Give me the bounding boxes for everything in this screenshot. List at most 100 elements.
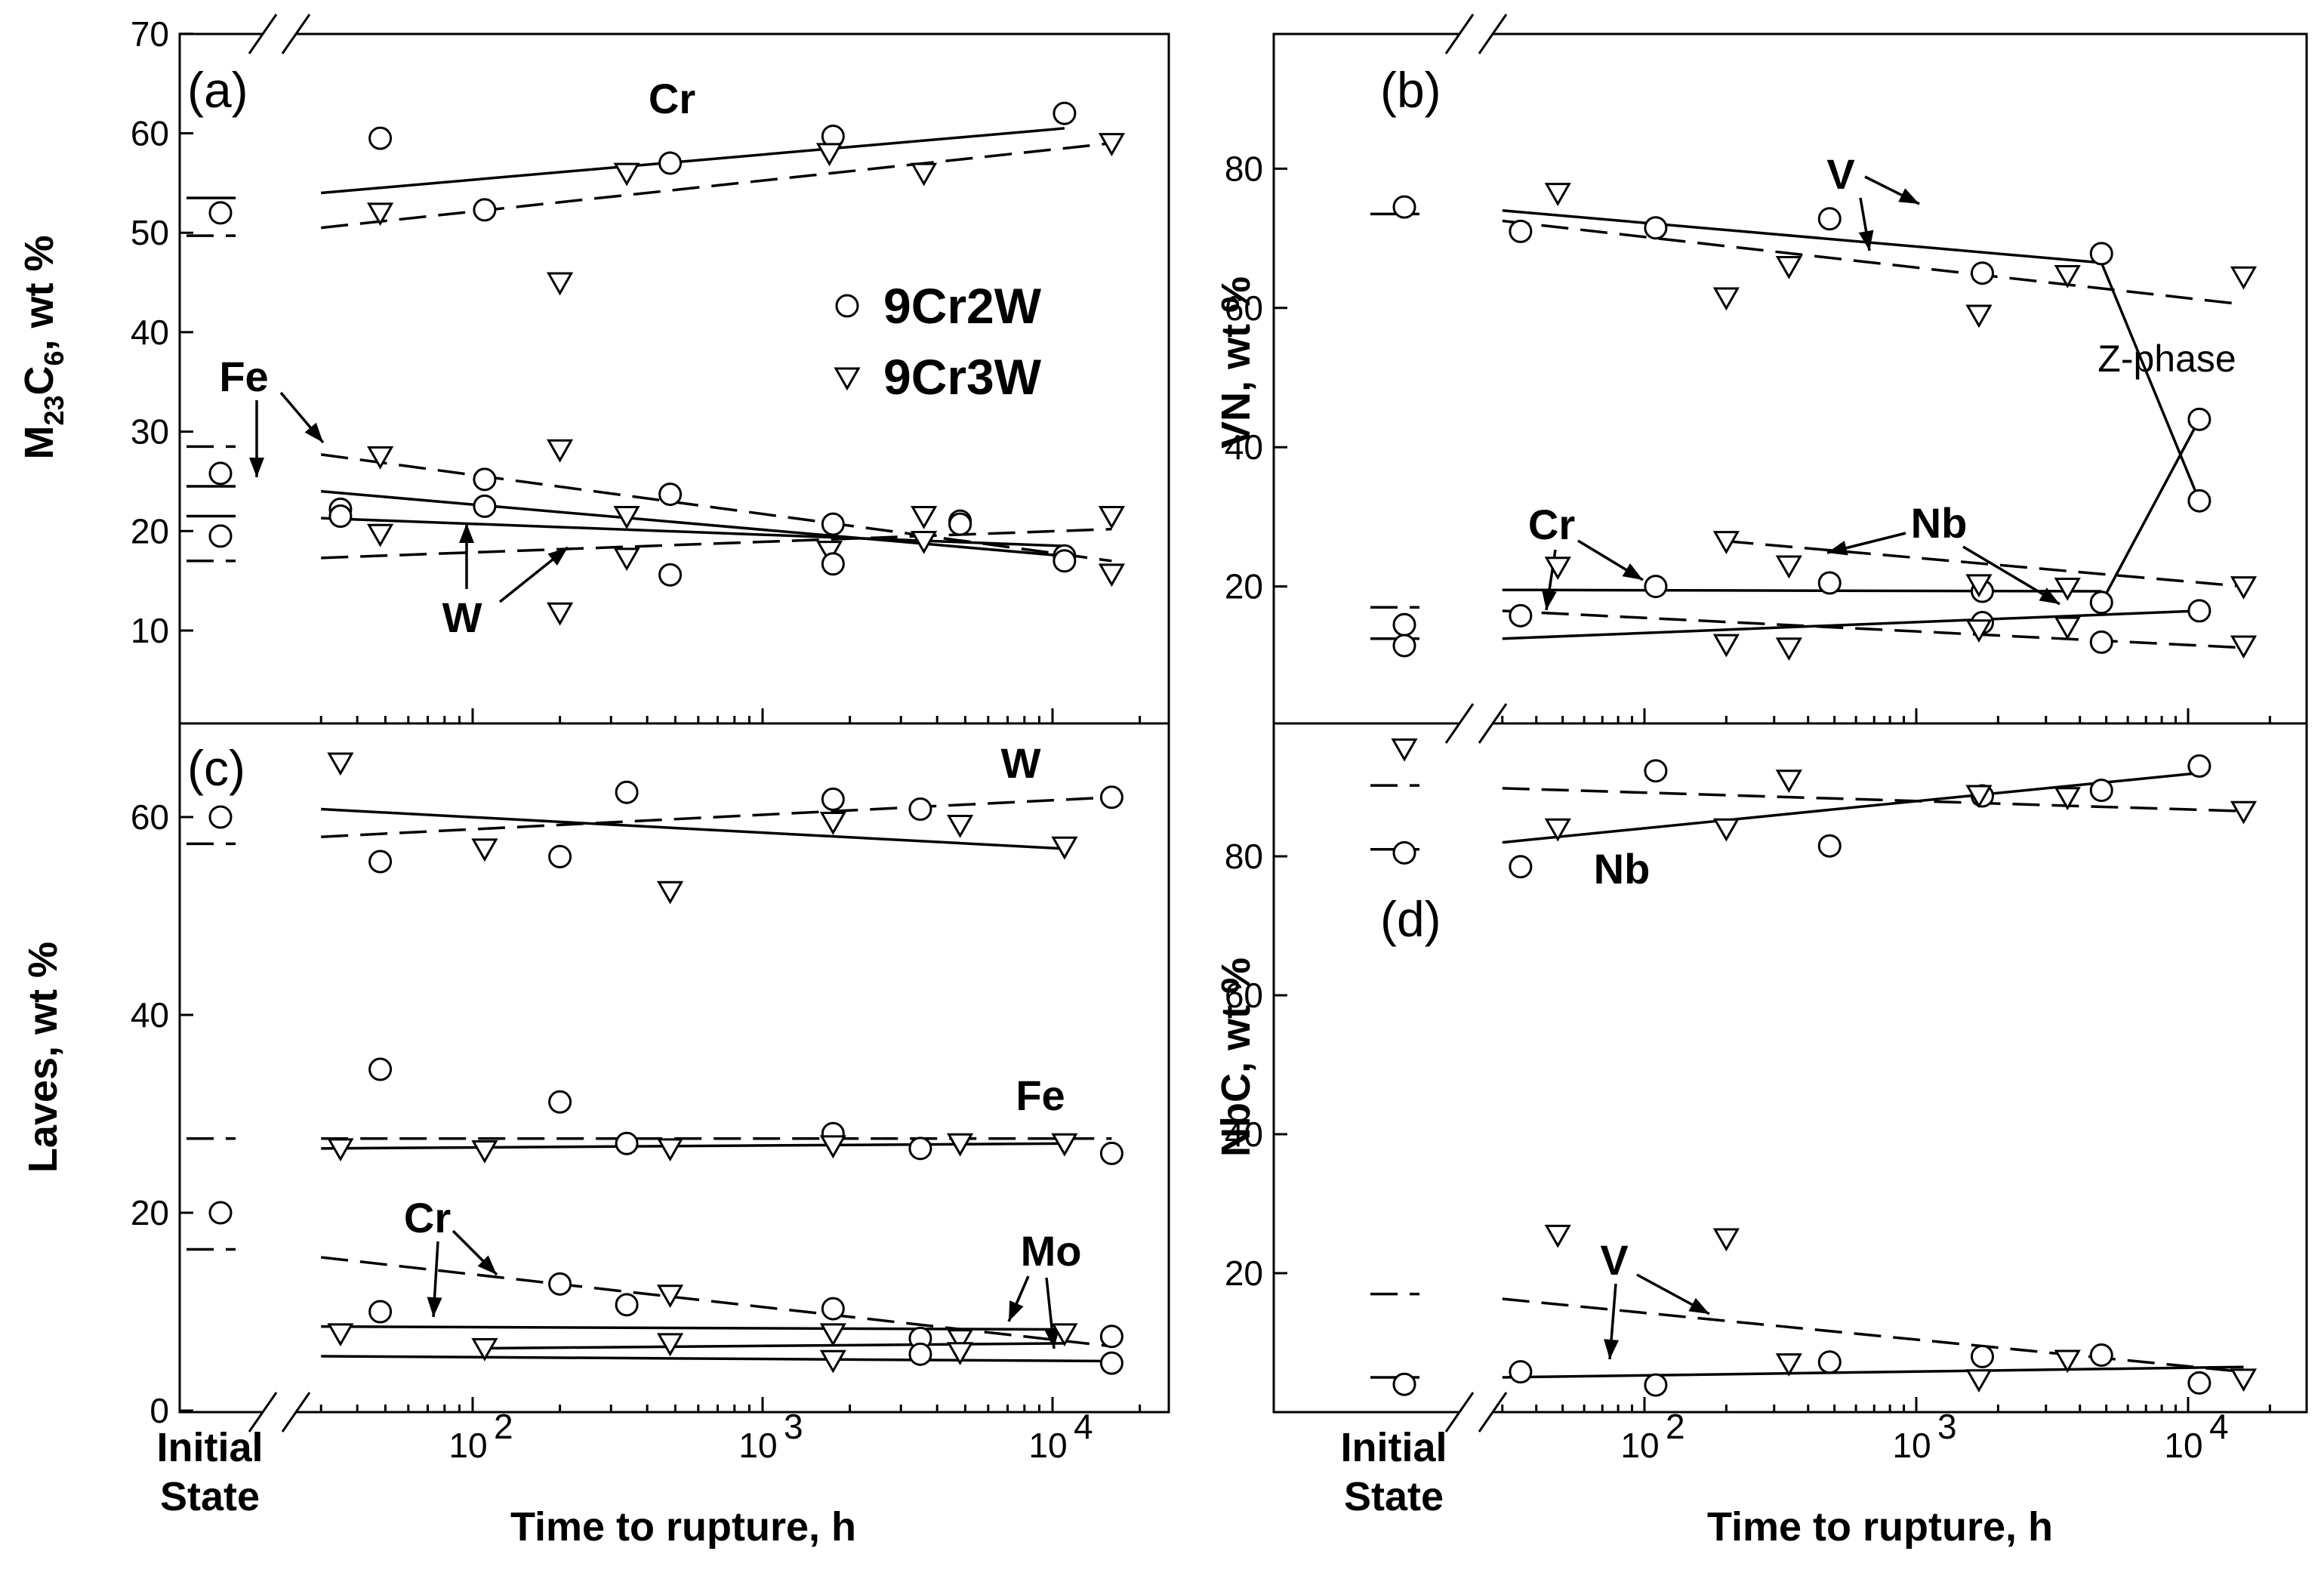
arrow-a-w-2-head (547, 547, 568, 566)
panel-label-b: (b) (1380, 62, 1441, 118)
x-axis-label: Time to rupture, h (1707, 1504, 2053, 1550)
annotation-b-v: V (1826, 150, 1854, 198)
point-a-cr-9cr2w (208, 201, 233, 225)
point-a-fe-9cr2w (821, 512, 845, 536)
y-tick-label-d: 20 (1225, 1254, 1263, 1293)
fit-b-nb-9cr2w (1502, 609, 2199, 640)
point-b-nb-9cr3w (1965, 619, 1993, 643)
fit-b-nb-9cr3w (1502, 609, 2244, 649)
y-tick-label-a: 70 (131, 14, 169, 54)
fit-c-w-9cr3w (321, 796, 1112, 838)
point-c-cr-9cr2w (615, 1293, 639, 1317)
arrow-b-nb-1-head (1827, 540, 1848, 556)
point-a-w-9cr3w (547, 602, 574, 626)
point-b-v-9cr2w (1644, 216, 1668, 240)
panel-label-a: (a) (187, 62, 248, 118)
point-b-nb-9cr3w (2230, 635, 2258, 659)
arrow-a-w-1-head (459, 523, 474, 543)
point-a-cr-9cr2w (368, 126, 393, 150)
point-a-w-9cr2w (208, 524, 233, 548)
point-b-cr-9cr2w (1509, 603, 1533, 628)
point-d-v-9cr3w (1712, 1228, 1740, 1252)
top-break-left-a (248, 14, 278, 54)
y-tick-label-c: 20 (131, 1193, 169, 1232)
data-markers (208, 101, 2258, 1397)
x-tick-label: 10 (1028, 1426, 1067, 1465)
point-c-w-9cr2w (615, 780, 639, 804)
y-axis-label-a: M23C6, wt % (17, 235, 69, 459)
point-b-v-9cr2w (1970, 261, 1994, 285)
fit-c-cr-9cr2w (321, 1325, 1065, 1331)
point-a-w-9cr2w (328, 504, 353, 529)
top-break-right-mask (1459, 28, 1493, 40)
point-c-w-9cr2w (548, 844, 572, 868)
annotation-d-nb: Nb (1594, 845, 1651, 893)
x-tick-exponent: 4 (1074, 1407, 1093, 1446)
annotation-c-w: W (1001, 739, 1041, 787)
arrow-d-v-2-head (1688, 1297, 1709, 1314)
point-d-v-9cr3w (2230, 1368, 2258, 1392)
panel-frames (178, 14, 2308, 1433)
x-initial-label: State (1344, 1474, 1444, 1519)
x-tick-label: 10 (1892, 1426, 1931, 1465)
point-c-w-9cr2w (1099, 785, 1123, 810)
point-b-cr-9cr2w (1817, 571, 1842, 595)
point-b-v-9cr2w (1392, 195, 1416, 219)
point-c-fe-9cr2w (208, 1201, 233, 1225)
x-break-right-a (1444, 1392, 1475, 1433)
point-a-fe-9cr3w (613, 506, 640, 529)
point-d-v-9cr2w (1644, 1373, 1668, 1397)
point-a-fe-9cr3w (1098, 506, 1125, 529)
arrow-c-mo-1-head (1009, 1300, 1024, 1321)
fit-c-fe-9cr2w (321, 1142, 1065, 1150)
annotation-b-cr: Cr (1528, 501, 1575, 548)
point-d-v-9cr3w (2054, 1349, 2081, 1374)
point-b-v-9cr3w (2054, 264, 2081, 288)
x-initial-label: Initial (156, 1425, 263, 1470)
legend-label-9cr2w: 9Cr2W (883, 278, 1042, 334)
point-a-fe-9cr3w (815, 541, 843, 564)
y-tick-label-a: 40 (131, 313, 169, 352)
point-d-v-9cr2w (1970, 1344, 1994, 1368)
point-a-w-9cr2w (473, 494, 497, 518)
point-d-nb-9cr3w (2230, 800, 2258, 825)
y-axis-label-c: Laves, wt % (20, 942, 66, 1173)
point-d-v-9cr2w (1392, 1372, 1416, 1396)
point-c-mo-9cr2w (908, 1342, 932, 1366)
fit-b-z-phase-9cr2w (2100, 262, 2201, 501)
fit-d-v-9cr2w (1502, 1365, 2244, 1379)
point-b-nb-9cr3w (1775, 637, 1802, 662)
arrow-c-mo-2-head (1044, 1328, 1060, 1349)
point-a-w-9cr2w (1053, 549, 1077, 573)
point-c-fe-9cr2w (908, 1136, 932, 1161)
fit-c-mo-9cr2w (484, 1342, 1065, 1350)
point-d-nb-9cr2w (1644, 759, 1668, 783)
arrow-b-cr-1-head (1541, 589, 1557, 610)
point-a-w-9cr2w (948, 512, 972, 536)
annotation-d-v: V (1600, 1236, 1628, 1284)
point-c-w-9cr3w (947, 814, 974, 838)
top-break-left-b (281, 14, 311, 54)
point-d-nb-9cr2w (1392, 840, 1416, 865)
fit-b-v-9cr3w (1502, 219, 2244, 306)
point-c-fe-9cr2w (1099, 1141, 1123, 1165)
point-c-fe-9cr3w (947, 1133, 974, 1157)
x-initial-label: State (160, 1474, 260, 1519)
x-tick-label: 10 (448, 1426, 487, 1465)
point-d-nb-9cr2w (1817, 834, 1842, 858)
point-b-nb-9cr3w (1712, 634, 1740, 658)
panel-label-d: (d) (1380, 891, 1441, 947)
point-c-w-9cr2w (208, 805, 233, 829)
point-a-fe-9cr3w (547, 439, 574, 463)
point-c-cr-9cr2w (548, 1272, 572, 1296)
point-b-nb-9cr2w (2089, 630, 2113, 654)
point-a-w-9cr3w (367, 523, 394, 547)
point-c-cr-9cr3w (1051, 1323, 1078, 1347)
y-axis-label-part: 6 (39, 350, 69, 365)
point-c-fe-9cr3w (1051, 1133, 1078, 1157)
point-c-w-9cr2w (821, 787, 845, 811)
mid-break-right-b (1478, 703, 1508, 744)
x-break-right-mask (1459, 1406, 1493, 1418)
